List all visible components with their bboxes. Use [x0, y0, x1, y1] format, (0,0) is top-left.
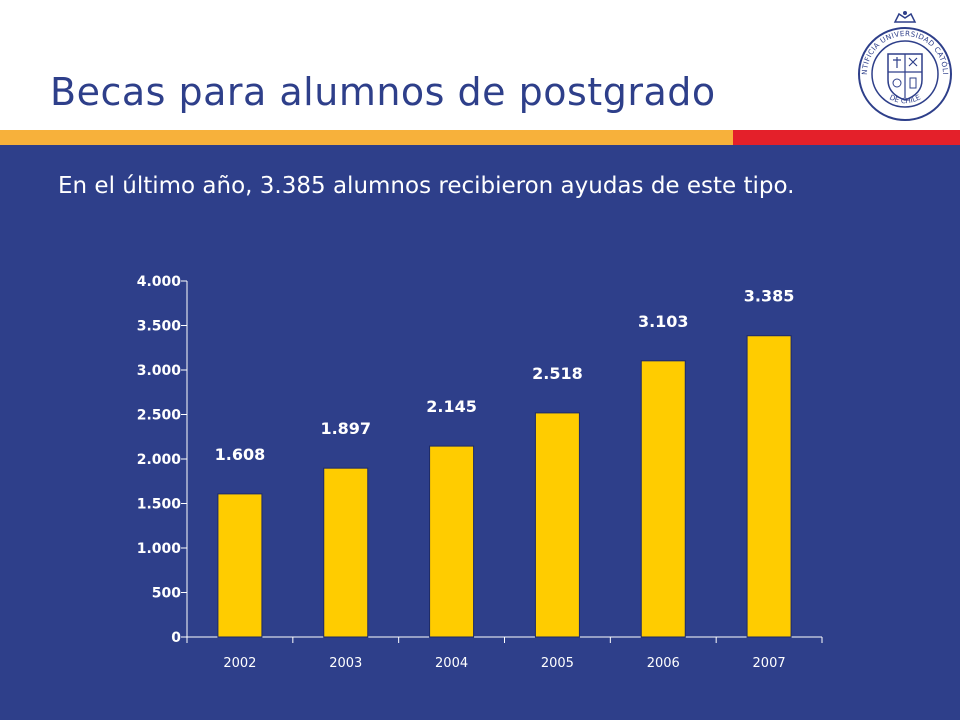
y-tick-label: 2.000	[137, 452, 182, 468]
x-tick-label: 2007	[753, 656, 786, 671]
data-label: 2.145	[426, 397, 477, 416]
accent-band-red	[733, 130, 960, 145]
data-label: 2.518	[532, 364, 583, 383]
accent-band-yellow	[0, 130, 733, 145]
x-tick-label: 2004	[435, 656, 468, 671]
y-tick-label: 3.500	[137, 319, 182, 335]
bar	[323, 467, 369, 638]
y-tick-label: 500	[152, 586, 181, 602]
data-label: 3.103	[638, 312, 689, 331]
slide-subtitle: En el último año, 3.385 alumnos recibier…	[58, 173, 795, 199]
slide-header	[0, 0, 960, 130]
bar	[429, 445, 475, 638]
x-tick-label: 2005	[541, 656, 574, 671]
data-label: 1.897	[320, 419, 371, 438]
bar	[746, 335, 792, 638]
x-tick-label: 2003	[329, 656, 362, 671]
y-tick-label: 3.000	[137, 363, 182, 379]
content-panel	[0, 145, 960, 720]
y-tick-label: 4.000	[137, 274, 182, 290]
y-tick-label: 0	[171, 630, 181, 646]
y-tick-label: 1.500	[137, 497, 182, 513]
bar	[534, 412, 580, 638]
university-seal-icon: PONTIFICIA UNIVERSIDAD CATÓLICA DE CHILE	[852, 1, 955, 126]
x-tick-label: 2002	[223, 656, 256, 671]
bar	[217, 493, 263, 638]
y-tick-label: 2.500	[137, 408, 182, 424]
data-label: 1.608	[215, 445, 266, 464]
slide-title: Becas para alumnos de postgrado	[50, 70, 716, 114]
x-tick-label: 2006	[647, 656, 680, 671]
y-tick-label: 1.000	[137, 541, 182, 557]
bar	[640, 360, 686, 638]
data-label: 3.385	[744, 287, 795, 306]
